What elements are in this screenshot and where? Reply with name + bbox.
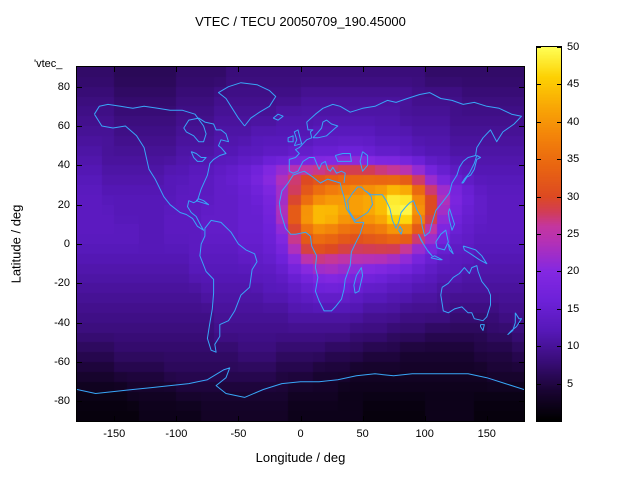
x-tick-label: 50 xyxy=(356,428,369,440)
y-tick-label: -20 xyxy=(54,277,70,290)
x-axis-label: Longitude / deg xyxy=(255,450,346,465)
colorbar-tick-label: 35 xyxy=(567,153,580,166)
colorbar-tick-label: 20 xyxy=(567,265,580,278)
colorbar-tick-label: 5 xyxy=(567,377,574,390)
x-tick-label: 0 xyxy=(297,428,304,440)
vtec-heatmap-canvas xyxy=(77,67,524,421)
y-axis-label: Latitude / deg xyxy=(8,204,24,284)
colorbar-tick-label: 10 xyxy=(567,340,580,353)
colorbar-tick-label: 40 xyxy=(567,115,580,128)
colorbar-tick-label: 25 xyxy=(567,228,580,240)
colorbar-tick-label: 50 xyxy=(567,41,580,53)
x-tick-label: 100 xyxy=(415,428,434,440)
colorbar-tick-label: 15 xyxy=(567,302,580,315)
x-tick-label: -150 xyxy=(103,428,126,440)
y-tick-label: -60 xyxy=(54,356,70,368)
y-tick-label: -40 xyxy=(54,316,70,329)
x-tick-label: -50 xyxy=(230,428,247,440)
colorbar-tick-label: 30 xyxy=(567,190,580,203)
y-tick-label: 80 xyxy=(57,80,70,93)
legend-key: 'vtec_ xyxy=(34,58,63,70)
y-tick-label: 60 xyxy=(57,120,70,132)
x-tick-label: -100 xyxy=(165,428,188,440)
y-tick-label: 20 xyxy=(57,198,70,211)
y-tick-label: 0 xyxy=(63,238,70,250)
y-tick-label: 40 xyxy=(57,159,70,172)
colorbar-tick-label: 45 xyxy=(567,78,580,91)
x-tick-label: 150 xyxy=(477,428,496,440)
y-tick-label: -80 xyxy=(54,395,70,408)
chart-title: VTEC / TECU 20050709_190.45000 xyxy=(195,14,406,29)
colorbar-canvas xyxy=(537,47,561,421)
